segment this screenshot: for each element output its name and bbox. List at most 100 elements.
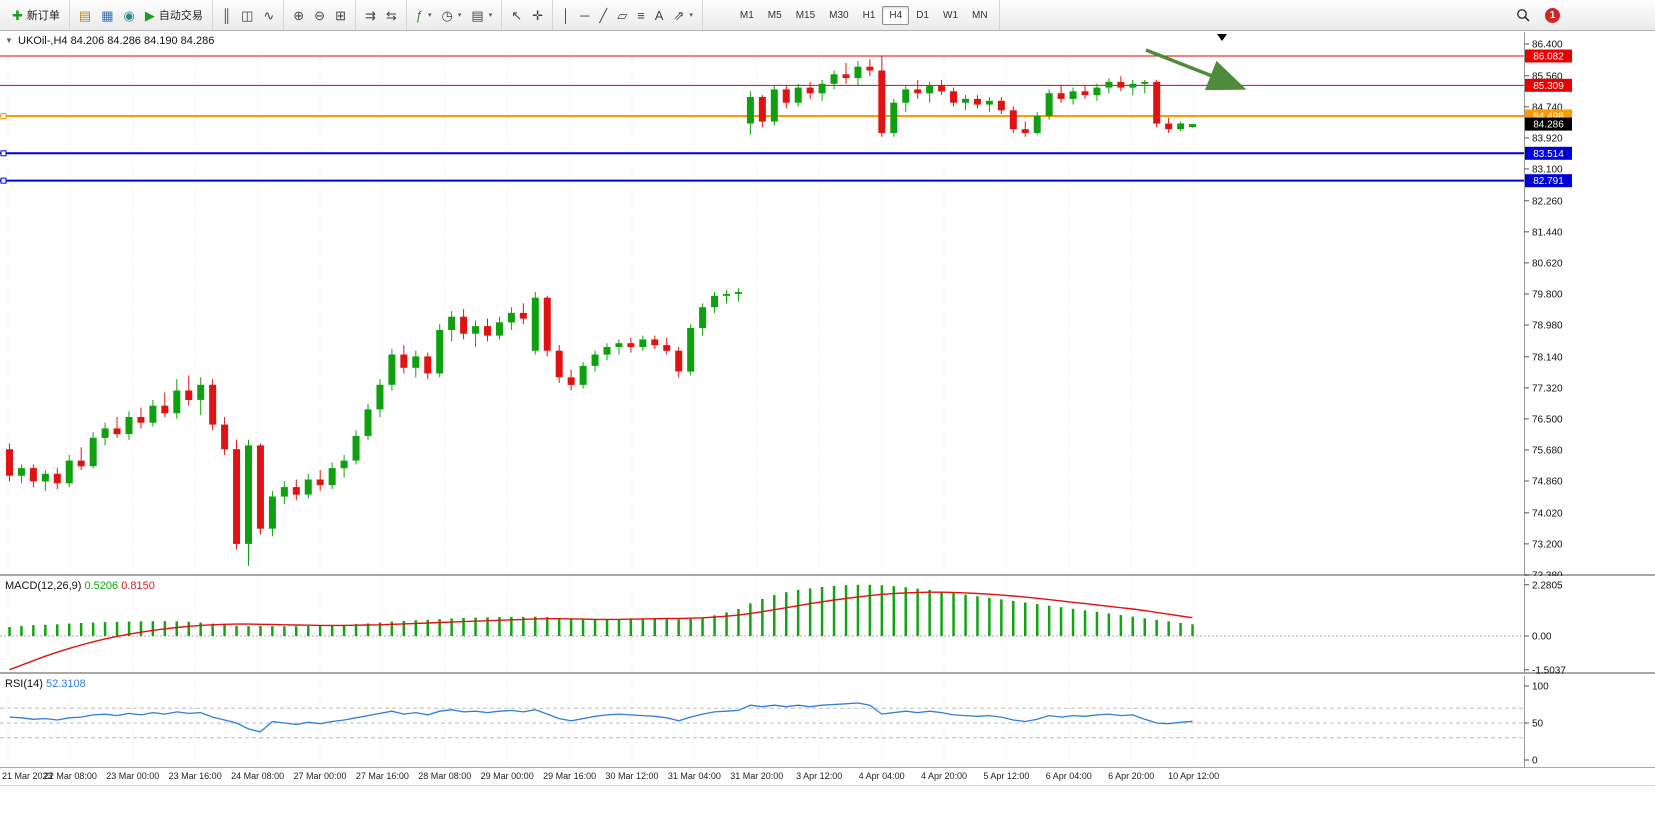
timeframe-w1[interactable]: W1 bbox=[936, 6, 965, 25]
svg-text:85.560: 85.560 bbox=[1532, 71, 1563, 82]
rsi-svg[interactable]: 100 50 0 bbox=[0, 676, 1655, 768]
chart-window-icon: ▦ bbox=[101, 7, 114, 23]
time-axis[interactable]: 21 Mar 2023 22 Mar 08:00 23 Mar 00:00 23 Ma… bbox=[0, 769, 1655, 786]
timeframe-mn[interactable]: MN bbox=[965, 6, 995, 25]
notification-badge[interactable]: 1 bbox=[1545, 7, 1560, 23]
auto-scroll-button[interactable]: ⇉ bbox=[360, 6, 381, 25]
svg-text:77.320: 77.320 bbox=[1532, 383, 1563, 394]
svg-text:74.860: 74.860 bbox=[1532, 477, 1563, 488]
one-click-trading-toggle[interactable]: ▼ bbox=[5, 36, 13, 45]
svg-text:-1.5037: -1.5037 bbox=[1532, 665, 1566, 674]
zoom-in-icon: ⊕ bbox=[293, 7, 305, 23]
svg-text:78.980: 78.980 bbox=[1532, 321, 1563, 332]
timeframe-m15[interactable]: M15 bbox=[789, 6, 822, 25]
svg-text:0: 0 bbox=[1532, 756, 1538, 767]
timeframe-m30[interactable]: M30 bbox=[822, 6, 855, 25]
auto-trading-button[interactable]: ▶ 自动交易 bbox=[140, 4, 208, 26]
time-label: 24 Mar 08:00 bbox=[231, 771, 285, 781]
svg-text:2.2805: 2.2805 bbox=[1532, 580, 1563, 591]
arrows-icon: ⇗ bbox=[673, 7, 685, 23]
templates-button[interactable]: ▤ ▾ bbox=[466, 6, 497, 25]
macd-axis[interactable]: 2.2805 0.00 -1.5037 bbox=[1524, 578, 1566, 674]
time-label: 4 Apr 20:00 bbox=[920, 771, 968, 781]
grid-layer bbox=[7, 45, 1195, 572]
chevron-down-icon: ▾ bbox=[689, 12, 693, 19]
rsi-axis[interactable]: 100 50 0 bbox=[1524, 676, 1549, 768]
svg-text:74.020: 74.020 bbox=[1532, 508, 1563, 519]
bar-chart-button[interactable]: ║ bbox=[217, 6, 236, 25]
horizontal-line-button[interactable]: ─ bbox=[575, 6, 594, 25]
new-order-button[interactable]: ✚ 新订单 bbox=[7, 4, 65, 26]
svg-text:72.380: 72.380 bbox=[1532, 570, 1563, 576]
cursor-button[interactable]: ↖ bbox=[506, 6, 527, 25]
macd-main-value: 0.5206 bbox=[84, 580, 119, 592]
chart-title: UKOil-,H4 84.206 84.286 84.190 84.286 bbox=[18, 35, 214, 47]
svg-text:50: 50 bbox=[1532, 719, 1544, 730]
toolbar-buttons: ✚ 新订单 ▤ ▦ ◉ ▶ 自动交易 ║ ◫ ∿ ⊕ ⊖ ⊞ ⇉ ⇆ ƒ ▾ ◷ ▾ ▤ ▾ ↖ ✛ │ ─ ╱ ▱ ≡ A ⇗ ▾ M1 M5… bbox=[3, 0, 1000, 30]
time-label: 23 Mar 00:00 bbox=[106, 771, 160, 781]
time-label: 27 Mar 16:00 bbox=[355, 771, 409, 781]
chart-shift-button[interactable]: ⇆ bbox=[381, 6, 402, 25]
toolbar-group-cursor-tools: ↖ ✛ bbox=[502, 0, 554, 30]
svg-text:100: 100 bbox=[1532, 682, 1549, 693]
crosshair-button[interactable]: ✛ bbox=[527, 6, 548, 25]
periods-button[interactable]: ◷ ▾ bbox=[437, 6, 467, 25]
main-chart-svg[interactable]: 86.400 85.560 84.740 83.920 83.100 82.260 81.4… bbox=[0, 32, 1655, 576]
trendline-button[interactable]: ╱ bbox=[594, 6, 612, 25]
annotations-layer[interactable] bbox=[1145, 34, 1247, 91]
candlestick-chart-button[interactable]: ◫ bbox=[236, 6, 258, 25]
rsi-name: RSI(14) bbox=[5, 678, 43, 690]
price-axis[interactable]: 86.400 85.560 84.740 83.920 83.100 82.260 81.4… bbox=[1524, 32, 1572, 576]
time-label: 31 Mar 04:00 bbox=[667, 771, 721, 781]
macd-signal-value: 0.8150 bbox=[121, 580, 155, 592]
toolbar-group-zoom: ⊕ ⊖ ⊞ bbox=[284, 0, 356, 30]
timeframe-m5[interactable]: M5 bbox=[761, 6, 789, 25]
timeframe-h1[interactable]: H1 bbox=[856, 6, 883, 25]
toolbar-group-windows: ▤ ▦ ◉ ▶ 自动交易 bbox=[70, 0, 213, 30]
vertical-line-button[interactable]: │ bbox=[557, 6, 575, 25]
main-toolbar: ✚ 新订单 ▤ ▦ ◉ ▶ 自动交易 ║ ◫ ∿ ⊕ ⊖ ⊞ ⇉ ⇆ ƒ ▾ ◷ ▾ ▤ ▾ ↖ ✛ │ ─ ╱ ▱ ≡ A ⇗ ▾ M1 M5… bbox=[0, 0, 1655, 31]
candlestick-chart-icon: ◫ bbox=[241, 7, 254, 23]
symbols-button[interactable]: ▤ bbox=[74, 6, 96, 25]
arrows-button[interactable]: ⇗ ▾ bbox=[668, 6, 697, 25]
svg-text:84.498: 84.498 bbox=[1533, 112, 1564, 123]
search-button[interactable] bbox=[1513, 5, 1533, 25]
time-label: 28 Mar 08:00 bbox=[418, 771, 472, 781]
svg-text:83.100: 83.100 bbox=[1532, 165, 1563, 176]
trendline-icon: ╱ bbox=[599, 7, 608, 23]
toolbar-right: 1 bbox=[1513, 5, 1560, 25]
symbols-icon: ▤ bbox=[78, 7, 92, 23]
chevron-down-icon: ▾ bbox=[457, 12, 462, 19]
text-button[interactable]: A bbox=[650, 6, 669, 25]
macd-grid-layer bbox=[7, 580, 1195, 671]
macd-label: MACD(12,26,9) 0.5206 0.8150 bbox=[5, 580, 155, 592]
macd-svg[interactable]: 2.2805 0.00 -1.5037 bbox=[0, 578, 1655, 674]
svg-text:76.500: 76.500 bbox=[1532, 414, 1563, 425]
macd-panel[interactable]: 2.2805 0.00 -1.5037 MACD(12,26,9) 0.5206 0… bbox=[0, 578, 1655, 674]
rsi-panel[interactable]: 100 50 0 RSI(14) 52.3108 bbox=[0, 676, 1655, 768]
experts-button[interactable]: ◉ bbox=[119, 6, 140, 25]
line-chart-button[interactable]: ∿ bbox=[258, 6, 279, 25]
zoom-out-button[interactable]: ⊖ bbox=[309, 6, 330, 25]
zoom-in-button[interactable]: ⊕ bbox=[288, 6, 309, 25]
timeframe-h4[interactable]: H4 bbox=[882, 5, 910, 25]
line-chart-icon: ∿ bbox=[263, 7, 275, 23]
macd-name: MACD(12,26,9) bbox=[5, 580, 82, 592]
timeframe-d1[interactable]: D1 bbox=[909, 6, 936, 25]
horizontal-line-icon: ─ bbox=[580, 7, 590, 23]
fibonacci-icon: ≡ bbox=[637, 7, 645, 23]
fibonacci-button[interactable]: ≡ bbox=[632, 6, 650, 25]
candles-layer bbox=[6, 56, 1197, 566]
chart-window-button[interactable]: ▦ bbox=[96, 6, 118, 25]
auto-scroll-icon: ⇉ bbox=[364, 7, 376, 23]
svg-text:84.740: 84.740 bbox=[1532, 102, 1563, 113]
timeframe-m1[interactable]: M1 bbox=[733, 6, 761, 25]
chevron-down-icon: ▾ bbox=[488, 12, 493, 19]
svg-text:82.260: 82.260 bbox=[1532, 196, 1563, 207]
main-chart-panel[interactable]: 86.400 85.560 84.740 83.920 83.100 82.260 81.4… bbox=[0, 32, 1655, 576]
indicators-button[interactable]: ƒ ▾ bbox=[411, 6, 437, 25]
svg-text:84.286: 84.286 bbox=[1533, 120, 1564, 131]
svg-text:0.00: 0.00 bbox=[1532, 632, 1552, 643]
channel-button[interactable]: ▱ bbox=[612, 6, 632, 25]
tile-windows-button[interactable]: ⊞ bbox=[330, 6, 351, 25]
